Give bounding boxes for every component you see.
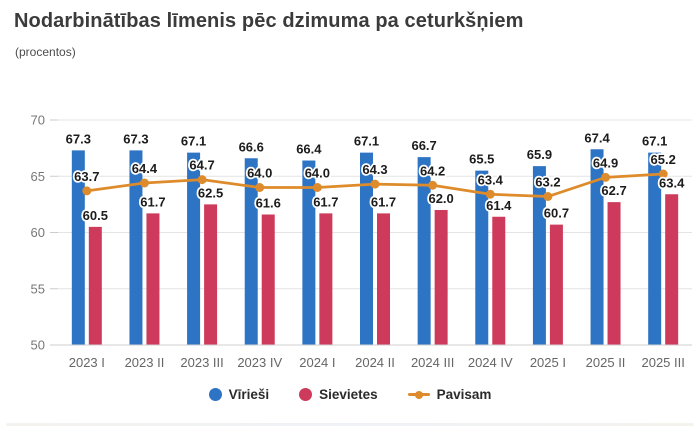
bar-Sievietes-2024 I[interactable]	[319, 213, 333, 345]
x-tick-label: 2025 III	[641, 355, 684, 370]
bar-Vīrieši-2025 II[interactable]	[590, 149, 604, 345]
bar-value-label: 61.7	[371, 194, 396, 209]
y-tick-label: 60	[31, 225, 45, 240]
line-value-label: 63.2	[535, 175, 560, 190]
total-line-point[interactable]	[658, 169, 668, 179]
line-value-label: 64.3	[362, 162, 387, 177]
bar-value-label: 63.4	[659, 175, 685, 190]
bar-value-label: 60.7	[544, 206, 569, 221]
bar-Vīrieši-2024 II[interactable]	[360, 152, 373, 345]
bar-Sievietes-2024 III[interactable]	[434, 210, 448, 345]
x-tick-label: 2023 IV	[237, 355, 282, 370]
total-line-point[interactable]	[370, 179, 380, 189]
y-tick-label: 50	[31, 338, 45, 353]
bar-value-label: 62.7	[601, 183, 626, 198]
line-value-label: 64.0	[305, 166, 330, 181]
bar-Sievietes-2025 II[interactable]	[607, 202, 621, 345]
total-series-marker-icon	[407, 388, 430, 401]
bar-value-label: 67.4	[584, 130, 610, 145]
total-line-point[interactable]	[82, 186, 92, 196]
line-value-label: 64.7	[189, 158, 214, 173]
bar-Vīrieši-2024 I[interactable]	[302, 160, 316, 346]
bar-value-label: 61.4	[486, 198, 512, 213]
bar-value-label: 65.9	[527, 147, 552, 162]
bar-Vīrieši-2024 III[interactable]	[417, 157, 431, 345]
total-line-point[interactable]	[485, 189, 495, 199]
x-tick-label: 2025 I	[530, 355, 566, 370]
line-value-label: 64.2	[420, 163, 445, 178]
bar-Sievietes-2023 II[interactable]	[146, 213, 160, 345]
x-tick-label: 2024 I	[299, 355, 335, 370]
bar-Sievietes-2025 I[interactable]	[549, 224, 563, 345]
total-line-point[interactable]	[197, 175, 207, 185]
total-line-point[interactable]	[543, 192, 553, 201]
employment-grouped-bar-chart: 50 55 60 65 70 67.3 67.3 67.1 66.6 66.4 67.1 66.7 65…	[31, 113, 692, 370]
bar-Sievietes-2023 I[interactable]	[88, 226, 102, 345]
line-value-label: 64.4	[132, 161, 158, 176]
page-title: Nodarbinātības līmenis pēc dzimuma pa ce…	[14, 10, 524, 32]
bar-Sievietes-2024 II[interactable]	[377, 213, 390, 345]
bar-value-label: 66.7	[411, 138, 436, 153]
total-line-point[interactable]	[428, 180, 438, 190]
bar-value-label: 61.7	[313, 194, 338, 209]
bar-value-label: 67.3	[66, 131, 91, 146]
line-value-label: 64.9	[593, 155, 618, 170]
legend-label-men: Vīrieši	[228, 387, 270, 402]
women-series-marker-icon	[299, 388, 313, 401]
bar-Vīrieši-2024 IV[interactable]	[475, 170, 489, 345]
chart-legend: Vīrieši Sievietes Pavisam	[0, 387, 700, 402]
bar-Vīrieši-2025 I[interactable]	[532, 166, 546, 345]
bar-value-label: 66.6	[239, 139, 264, 154]
x-tick-label: 2024 II	[355, 355, 395, 370]
bar-Sievietes-2025 III[interactable]	[665, 194, 679, 345]
x-tick-label: 2023 II	[125, 355, 165, 370]
y-tick-label: 55	[31, 281, 45, 296]
bar-value-label: 65.5	[469, 152, 494, 167]
bar-value-label: 66.4	[296, 142, 322, 157]
bar-Vīrieši-2023 III[interactable]	[187, 152, 201, 345]
bar-Sievietes-2023 III[interactable]	[204, 204, 218, 345]
line-value-label: 63.7	[74, 169, 99, 184]
legend-item-women[interactable]: Sievietes	[299, 387, 378, 402]
bar-value-label: 62.5	[198, 185, 223, 200]
bar-Vīrieši-2023 I[interactable]	[71, 150, 85, 345]
bar-value-label: 67.1	[642, 134, 667, 149]
bar-Vīrieši-2025 III[interactable]	[648, 152, 662, 345]
x-tick-label: 2024 III	[411, 355, 454, 370]
legend-item-men[interactable]: Vīrieši	[208, 387, 270, 402]
bar-value-label: 60.5	[83, 208, 108, 223]
x-tick-label: 2024 IV	[468, 355, 513, 370]
total-line-point[interactable]	[312, 183, 322, 192]
total-line-point[interactable]	[255, 183, 265, 192]
men-series-marker-icon	[208, 388, 222, 401]
legend-label-women: Sievietes	[319, 387, 378, 402]
y-tick-label: 65	[31, 169, 45, 184]
bar-value-label: 61.7	[140, 194, 165, 209]
total-line-point[interactable]	[139, 178, 149, 188]
cropped-content-edge	[6, 423, 694, 426]
bar-value-label: 67.3	[123, 131, 148, 146]
line-value-label: 63.4	[478, 172, 504, 187]
bar-value-label: 62.0	[428, 191, 453, 206]
total-line-point[interactable]	[601, 172, 611, 182]
bar-value-label: 67.1	[354, 134, 379, 149]
bar-value-label: 61.6	[256, 196, 281, 211]
bar-Vīrieši-2023 II[interactable]	[129, 150, 143, 345]
y-tick-label: 70	[31, 113, 45, 128]
bar-Sievietes-2024 IV[interactable]	[492, 216, 506, 345]
bar-Vīrieši-2023 IV[interactable]	[244, 158, 258, 345]
line-value-label: 64.0	[247, 166, 272, 181]
line-value-label: 65.2	[651, 152, 676, 167]
x-tick-label: 2023 III	[180, 355, 223, 370]
legend-label-total: Pavisam	[436, 387, 492, 402]
legend-item-total[interactable]: Pavisam	[407, 387, 492, 402]
chart-subtitle: (procentos)	[15, 45, 76, 59]
bar-value-label: 67.1	[181, 134, 206, 149]
x-tick-label: 2025 II	[586, 355, 626, 370]
x-tick-label: 2023 I	[69, 355, 105, 370]
bar-Sievietes-2023 IV[interactable]	[261, 214, 275, 346]
